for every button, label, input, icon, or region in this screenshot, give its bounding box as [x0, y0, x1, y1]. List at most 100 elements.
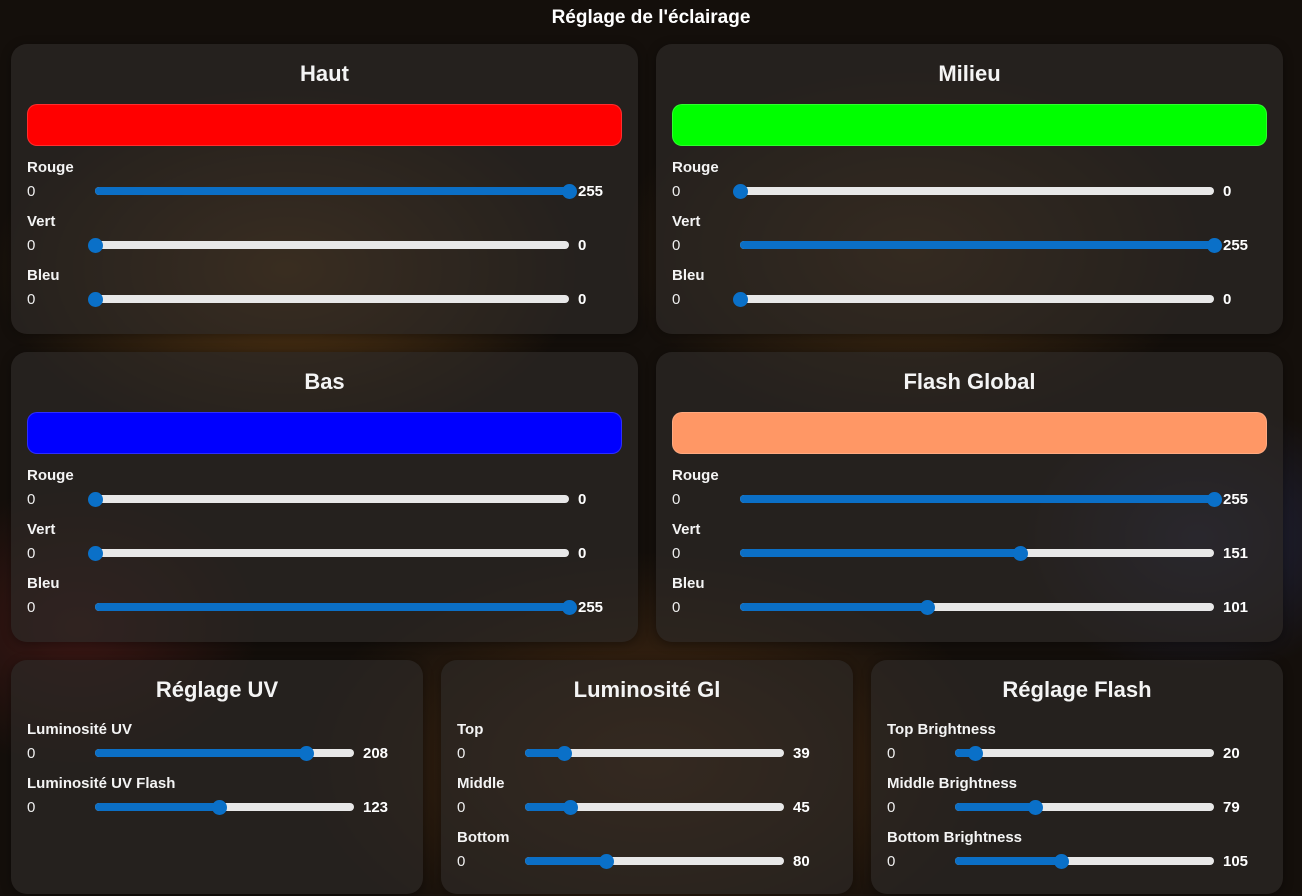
- slider-luminosite-uv-flash[interactable]: [95, 799, 354, 815]
- slider-list: Luminosité UV 0 208 Luminosité UV Flash 0 123: [27, 720, 407, 828]
- slider-thumb[interactable]: [920, 599, 936, 615]
- slider-thumb[interactable]: [732, 291, 748, 307]
- slider-fill: [525, 749, 565, 757]
- slider-rouge[interactable]: [95, 183, 577, 199]
- slider-fill: [95, 803, 220, 811]
- slider-label: Top: [457, 721, 484, 738]
- slider-current-value: 255: [1223, 236, 1249, 254]
- slider-group-luminosite-uv: Luminosité UV 0 208: [27, 720, 407, 774]
- slider-thumb[interactable]: [212, 799, 228, 815]
- slider-current-value: 45: [793, 798, 810, 816]
- slider-fill: [955, 749, 976, 757]
- slider-bleu[interactable]: [732, 291, 1214, 307]
- slider-min-value: 0: [672, 544, 681, 562]
- slider-label: Vert: [672, 521, 701, 538]
- slider-thumb[interactable]: [87, 545, 103, 561]
- slider-current-value: 255: [1223, 490, 1249, 508]
- slider-current-value: 123: [363, 798, 389, 816]
- slider-top[interactable]: [525, 745, 784, 761]
- slider-min-value: 0: [672, 182, 681, 200]
- slider-thumb[interactable]: [1206, 237, 1222, 253]
- slider-group-vert: Vert 0 151: [672, 520, 1267, 574]
- slider-thumb[interactable]: [87, 491, 103, 507]
- slider-bleu[interactable]: [740, 599, 1214, 615]
- panel-milieu: Milieu Rouge 0 0 Vert 0 255 Bleu 0 0: [656, 44, 1283, 334]
- slider-bottom[interactable]: [525, 853, 784, 869]
- slider-current-value: 0: [1223, 182, 1232, 200]
- slider-thumb[interactable]: [87, 291, 103, 307]
- slider-thumb[interactable]: [1054, 853, 1070, 869]
- slider-middle[interactable]: [525, 799, 784, 815]
- slider-thumb[interactable]: [87, 237, 103, 253]
- slider-thumb[interactable]: [598, 853, 614, 869]
- slider-rouge[interactable]: [87, 491, 569, 507]
- slider-group-vert: Vert 0 0: [27, 212, 622, 266]
- slider-thumb[interactable]: [561, 599, 577, 615]
- slider-bleu[interactable]: [87, 291, 569, 307]
- panel-haut: Haut Rouge 0 255 Vert 0 0 Bleu 0 0: [11, 44, 638, 334]
- color-preview-swatch: [27, 104, 622, 146]
- slider-label: Rouge: [672, 159, 719, 176]
- slider-current-value: 208: [363, 744, 389, 762]
- slider-group-rouge: Rouge 0 0: [27, 466, 622, 520]
- slider-thumb[interactable]: [561, 183, 577, 199]
- slider-min-value: 0: [27, 290, 36, 308]
- slider-thumb[interactable]: [732, 183, 748, 199]
- panel-reglage-uv: Réglage UV Luminosité UV 0 208 Luminosité U…: [11, 660, 423, 894]
- slider-vert[interactable]: [87, 237, 569, 253]
- slider-label: Vert: [672, 213, 701, 230]
- slider-min-value: 0: [27, 490, 36, 508]
- slider-current-value: 0: [578, 236, 587, 254]
- slider-label: Rouge: [27, 159, 74, 176]
- slider-rouge[interactable]: [732, 183, 1214, 199]
- slider-bottom-brightness[interactable]: [955, 853, 1214, 869]
- slider-current-value: 0: [578, 290, 587, 308]
- slider-vert[interactable]: [87, 545, 569, 561]
- color-preview-swatch: [672, 412, 1267, 454]
- slider-label: Bottom Brightness: [887, 829, 1022, 846]
- slider-thumb[interactable]: [1027, 799, 1043, 815]
- slider-thumb[interactable]: [967, 745, 983, 761]
- slider-rouge[interactable]: [740, 491, 1222, 507]
- panel-title: Réglage UV: [155, 677, 279, 702]
- slider-label: Vert: [27, 521, 56, 538]
- panel-bas: Bas Rouge 0 0 Vert 0 0 Bleu 0 255: [11, 352, 638, 642]
- slider-label: Bleu: [27, 575, 60, 592]
- slider-row: 0 80: [457, 848, 837, 874]
- slider-list: Rouge 0 0 Vert 0 0 Bleu 0 255: [27, 466, 622, 628]
- slider-label: Luminosité UV Flash: [27, 775, 176, 792]
- slider-bleu[interactable]: [95, 599, 577, 615]
- slider-thumb[interactable]: [557, 745, 573, 761]
- slider-vert[interactable]: [740, 545, 1214, 561]
- slider-row: 0 208: [27, 740, 407, 766]
- slider-label: Top Brightness: [887, 721, 996, 738]
- slider-fill: [525, 803, 571, 811]
- slider-list: Top 0 39 Middle 0 45 Bottom 0 80: [457, 720, 837, 882]
- slider-fill: [95, 603, 569, 611]
- panel-title: Milieu: [938, 61, 1001, 86]
- slider-group-bleu: Bleu 0 255: [27, 574, 622, 628]
- slider-thumb[interactable]: [298, 745, 314, 761]
- slider-thumb[interactable]: [1013, 545, 1029, 561]
- slider-group-bottom: Bottom 0 80: [457, 828, 837, 882]
- slider-group-rouge: Rouge 0 0: [672, 158, 1267, 212]
- slider-middle-brightness[interactable]: [955, 799, 1214, 815]
- slider-current-value: 20: [1223, 744, 1240, 762]
- slider-thumb[interactable]: [1206, 491, 1222, 507]
- slider-luminosite-uv[interactable]: [95, 745, 354, 761]
- slider-list: Rouge 0 255 Vert 0 0 Bleu 0 0: [27, 158, 622, 320]
- slider-thumb[interactable]: [563, 799, 579, 815]
- slider-top-brightness[interactable]: [955, 745, 1214, 761]
- slider-list: Rouge 0 0 Vert 0 255 Bleu 0 0: [672, 158, 1267, 320]
- slider-current-value: 0: [578, 544, 587, 562]
- color-preview-swatch: [27, 412, 622, 454]
- slider-current-value: 79: [1223, 798, 1240, 816]
- slider-label: Bleu: [27, 267, 60, 284]
- slider-fill: [955, 803, 1036, 811]
- slider-min-value: 0: [672, 290, 681, 308]
- panel-flash-global: Flash Global Rouge 0 255 Vert 0 151 Bleu 0 101: [656, 352, 1283, 642]
- slider-vert[interactable]: [740, 237, 1222, 253]
